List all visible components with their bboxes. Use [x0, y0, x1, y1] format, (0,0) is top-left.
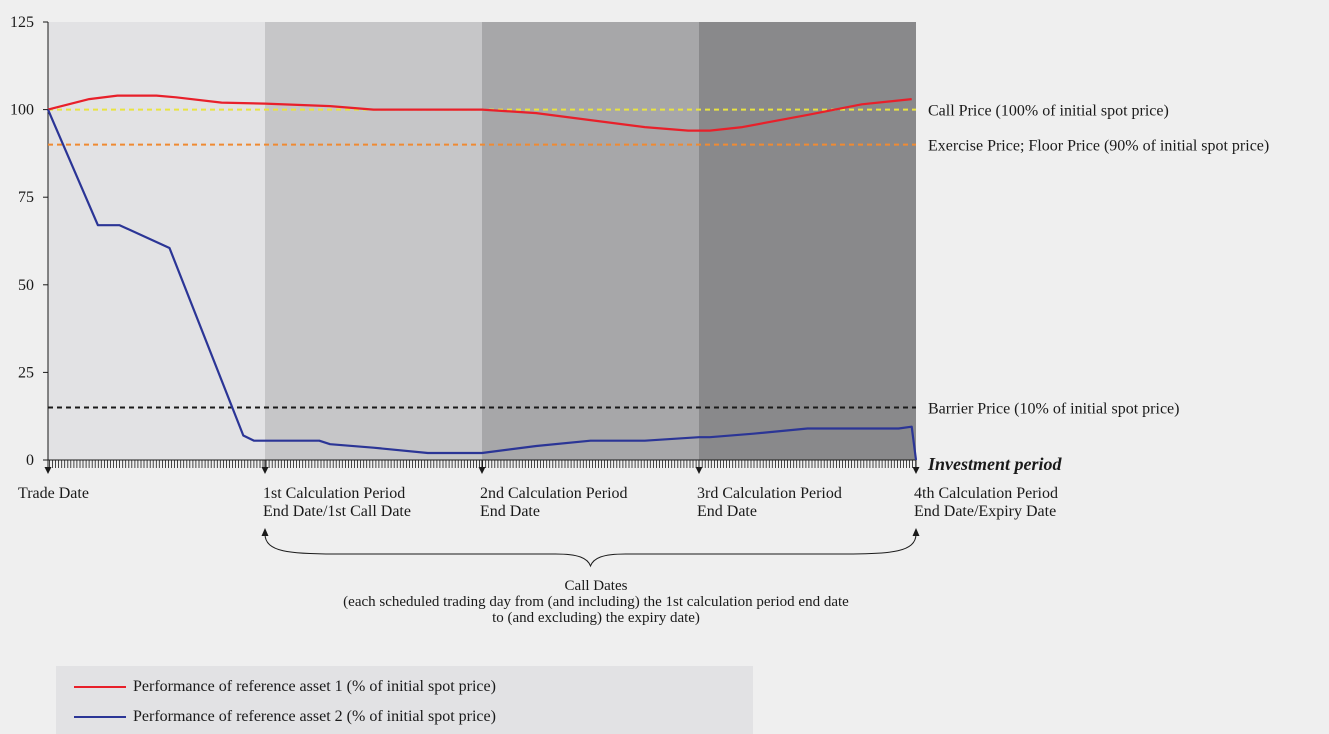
x-axis-title: Investment period: [927, 454, 1062, 474]
period-label: 2nd Calculation Period: [480, 485, 628, 502]
period-shade-4: [699, 22, 916, 460]
legend-swatch-asset-2: [74, 716, 126, 718]
x-minor-ticks: [49, 460, 917, 468]
period-marker-arrow: [44, 467, 52, 474]
legend: Performance of reference asset 1 (% of i…: [56, 666, 753, 734]
period-marker-arrow: [478, 467, 486, 474]
reference-line-label: Exercise Price; Floor Price (90% of init…: [928, 138, 1269, 155]
period-label: End Date/1st Call Date: [263, 503, 411, 520]
brace-arrow-left: [261, 528, 269, 536]
period-label: 3rd Calculation Period: [697, 485, 842, 502]
y-tick-label: 125: [10, 14, 34, 31]
call-dates-text: to (and excluding) the expiry date): [492, 610, 700, 626]
period-label: 4th Calculation Period: [914, 485, 1058, 502]
series-line-asset-1: [47, 94, 912, 132]
period-label: End Date: [697, 503, 757, 520]
legend-label-asset-2: Performance of reference asset 2 (% of i…: [133, 708, 496, 725]
y-tick-label: 75: [18, 189, 34, 206]
period-label: Trade Date: [18, 485, 89, 502]
call-dates-brace: [264, 533, 917, 568]
call-dates-text: (each scheduled trading day from (and in…: [343, 594, 849, 610]
call-dates-text: Call Dates: [565, 578, 628, 594]
y-tick-label: 0: [26, 452, 34, 469]
period-label: End Date: [480, 503, 540, 520]
period-marker-arrow: [912, 467, 920, 474]
period-shade-3: [482, 22, 699, 460]
brace-arrow-right: [912, 528, 920, 536]
y-tick-label: 50: [18, 277, 34, 294]
legend-swatch-asset-1: [74, 686, 126, 688]
period-label: End Date/Expiry Date: [914, 503, 1056, 520]
period-label: 1st Calculation Period: [263, 485, 405, 502]
legend-label-asset-1: Performance of reference asset 1 (% of i…: [133, 678, 496, 695]
period-shade-2: [265, 22, 482, 460]
period-marker-arrow: [695, 467, 703, 474]
reference-line-label: Barrier Price (10% of initial spot price…: [928, 400, 1179, 417]
y-tick-label: 100: [10, 102, 34, 119]
period-marker-arrow: [261, 467, 269, 474]
reference-line-label: Call Price (100% of initial spot price): [928, 103, 1169, 120]
y-tick-label: 25: [18, 364, 34, 381]
